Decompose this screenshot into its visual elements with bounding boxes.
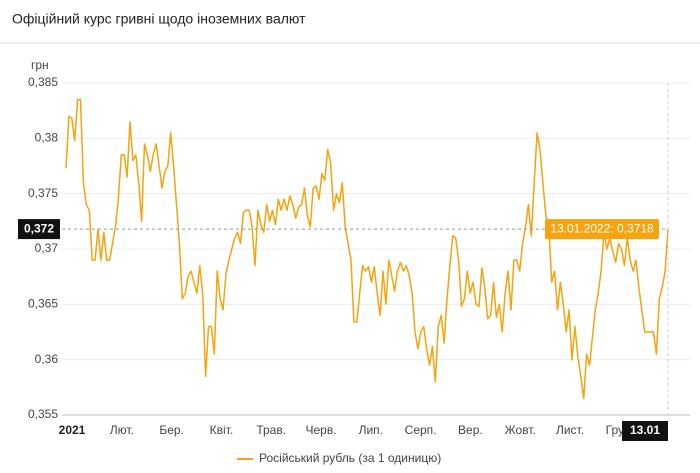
header [0,0,700,43]
x-tick-label: Лют. [110,423,134,437]
x-tick-label: Серп. [405,423,437,437]
y-axis-label: грн [31,58,49,72]
x-tick-label: Жовт. [505,423,536,437]
tooltip-text: 13.01.2022: 0,3718 [550,221,654,235]
crosshair-y-label: 0,372 [24,221,54,235]
x-tick-label: 2021 [59,423,86,437]
y-tick-label: 0,38 [35,131,59,145]
legend-label: Російський рубль (за 1 одиницю) [259,451,441,465]
x-tick-label: Лист. [556,423,584,437]
x-tick-label: Трав. [256,423,286,437]
y-tick-label: 0,385 [28,75,58,89]
series-line [65,98,669,400]
x-tick-label: Бер. [159,423,184,437]
y-tick-label: 0,365 [28,297,58,311]
x-tick-label: Черв. [305,423,336,437]
x-tick-label: Квіт. [210,423,234,437]
crosshair-x-box [622,421,668,441]
y-tick-label: 0,36 [35,352,59,366]
chart-title: Офіційний курс гривні щодо іноземних вал… [12,11,306,27]
crosshair-y-box [18,219,60,240]
y-tick-label: 0,375 [28,186,58,200]
crosshair-x-label: 13.01 [630,423,660,437]
y-tick-label: 0,355 [28,407,58,421]
y-tick-label: 0,37 [35,241,59,255]
x-tick-label: Вер. [458,423,483,437]
x-tick-label: Лип. [359,423,383,437]
tooltip-box [545,219,659,240]
